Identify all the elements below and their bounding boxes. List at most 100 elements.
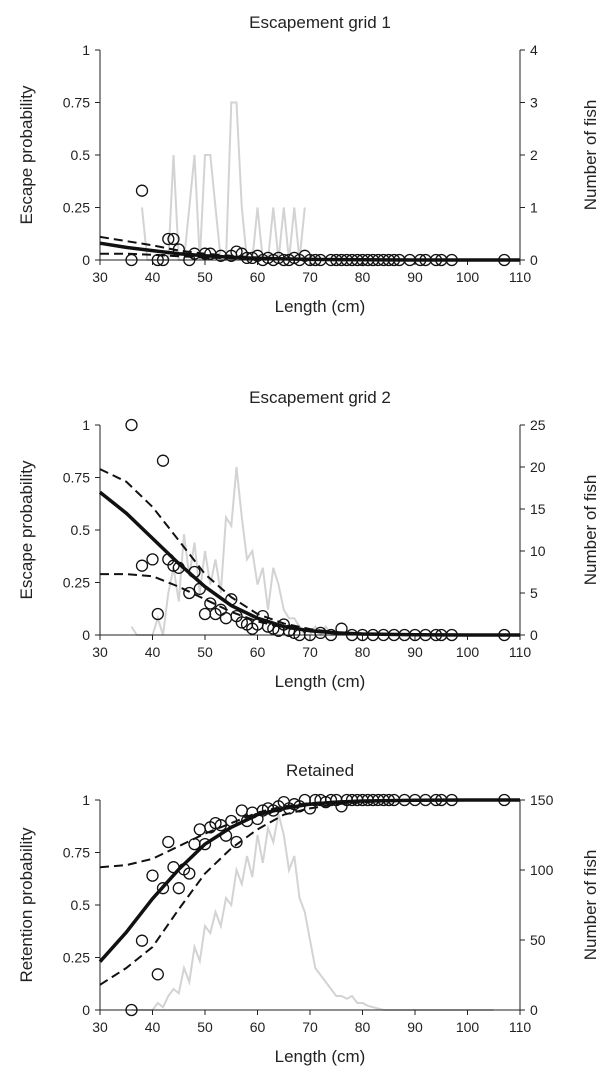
x-tick-label: 80 xyxy=(355,269,371,285)
observed-point xyxy=(429,253,443,267)
observed-point xyxy=(146,869,159,882)
observed-point xyxy=(167,559,180,572)
y-tick-label: 0.75 xyxy=(63,470,90,486)
y2-tick-label: 25 xyxy=(530,417,546,433)
observed-point xyxy=(198,607,212,621)
x-tick-label: 110 xyxy=(509,644,532,660)
observed-point xyxy=(288,626,301,640)
number-of-fish-line xyxy=(131,813,494,1011)
y-tick-label: 0.5 xyxy=(71,522,91,538)
y2-tick-label: 20 xyxy=(530,459,546,475)
observed-point xyxy=(156,253,170,267)
x-tick-label: 70 xyxy=(302,269,318,285)
y-tick-label: 0.25 xyxy=(63,950,90,966)
ci-upper-line xyxy=(99,799,520,869)
observed-point xyxy=(429,793,443,807)
y2-tick-label: 1 xyxy=(530,200,538,216)
observed-point xyxy=(498,628,511,642)
x-tick-label: 100 xyxy=(456,1019,480,1035)
observed-point xyxy=(151,607,164,621)
x-tick-label: 90 xyxy=(407,644,423,660)
x-axis-label: Length (cm) xyxy=(275,672,366,691)
x-tick-label: 70 xyxy=(302,644,318,660)
y2-tick-label: 0 xyxy=(530,627,538,643)
observed-point xyxy=(335,622,348,635)
y2-tick-label: 4 xyxy=(530,42,538,58)
observed-point xyxy=(188,565,201,579)
observed-point xyxy=(256,609,269,623)
x-tick-label: 50 xyxy=(197,644,213,660)
observed-point xyxy=(135,934,149,947)
x-tick-label: 90 xyxy=(407,1019,423,1035)
y2-tick-label: 100 xyxy=(530,862,554,878)
observed-point xyxy=(230,245,243,258)
y2-tick-label: 3 xyxy=(530,95,538,111)
observed-point xyxy=(267,622,280,635)
ci-lower-line xyxy=(99,799,520,986)
x-tick-label: 60 xyxy=(250,1019,266,1035)
observed-point xyxy=(230,835,243,849)
panel-escapement-grid-2: Escapement grid 230 40 50 60 70 80 90 100 11000.… xyxy=(17,388,600,691)
observed-point xyxy=(209,816,222,830)
fitted-curve xyxy=(99,241,520,262)
y-axis-label: Escape probability xyxy=(17,460,36,599)
y-tick-label: 0.75 xyxy=(63,95,90,111)
observed-point xyxy=(387,253,401,267)
y-tick-label: 0.5 xyxy=(71,897,91,913)
observed-point xyxy=(135,559,149,572)
x-axis-label: Length (cm) xyxy=(275,1047,366,1066)
fitted-curve xyxy=(98,798,520,963)
observed-point xyxy=(219,612,233,625)
y-tick-label: 1 xyxy=(82,792,90,808)
number-of-fish-line xyxy=(130,466,520,637)
x-tick-label: 80 xyxy=(355,644,371,660)
observed-point xyxy=(235,616,248,629)
observed-point xyxy=(172,882,185,895)
y2-tick-label: 2 xyxy=(530,147,538,163)
observed-point xyxy=(204,597,217,610)
y-tick-label: 0 xyxy=(82,1002,90,1018)
x-tick-label: 100 xyxy=(456,269,480,285)
observed-point xyxy=(151,968,164,981)
observed-point xyxy=(382,793,395,807)
observed-point xyxy=(324,793,338,807)
number-of-fish-line xyxy=(141,101,306,261)
y-tick-label: 0.5 xyxy=(71,147,91,163)
observed-point xyxy=(225,593,238,606)
x-tick-label: 30 xyxy=(92,1019,108,1035)
observed-point xyxy=(235,804,248,817)
x-tick-label: 40 xyxy=(145,644,161,660)
y2-tick-label: 0 xyxy=(530,252,538,268)
observed-point xyxy=(498,253,511,267)
observed-point xyxy=(125,1003,138,1017)
ci-upper-line xyxy=(99,468,520,636)
chart-title: Escapement grid 1 xyxy=(249,13,391,32)
observed-point xyxy=(156,882,170,895)
x-tick-label: 80 xyxy=(355,1019,371,1035)
x-tick-label: 100 xyxy=(456,644,480,660)
observed-point xyxy=(414,253,427,267)
observed-point xyxy=(498,793,511,807)
y-tick-label: 0.25 xyxy=(63,200,90,216)
y2-axis-label: Number of fish xyxy=(581,850,600,961)
observed-point xyxy=(167,861,180,874)
observed-point xyxy=(261,620,275,633)
observed-point xyxy=(146,553,159,566)
observed-point xyxy=(125,253,138,267)
observed-point xyxy=(151,253,164,267)
observed-point xyxy=(162,835,175,849)
y2-tick-label: 0 xyxy=(530,1002,538,1018)
observed-point xyxy=(135,184,149,197)
x-tick-label: 30 xyxy=(92,644,108,660)
x-tick-label: 30 xyxy=(92,269,108,285)
x-tick-label: 50 xyxy=(197,269,213,285)
observed-point xyxy=(162,232,175,246)
chart-title: Retained xyxy=(286,761,354,780)
observed-point xyxy=(193,823,206,836)
observed-point xyxy=(309,253,322,267)
x-tick-label: 50 xyxy=(197,1019,213,1035)
observed-point xyxy=(445,628,458,642)
y-axis-label: Escape probability xyxy=(17,85,36,224)
